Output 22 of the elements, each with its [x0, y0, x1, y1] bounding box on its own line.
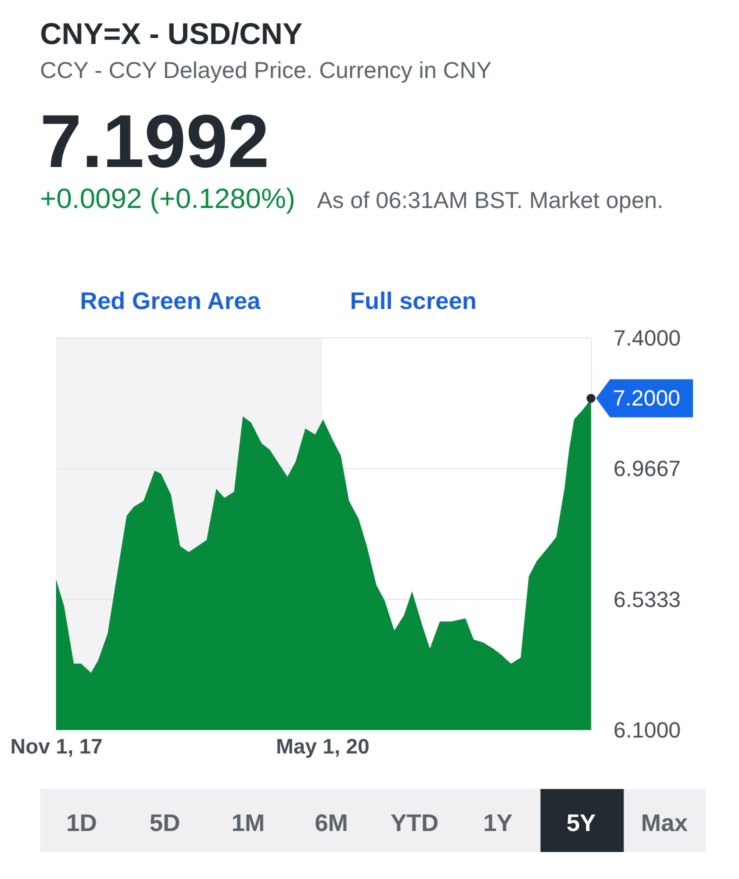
- text: 1D: [66, 810, 97, 837]
- x-tick-label: May 1, 20: [276, 736, 370, 758]
- y-tick-label: 6.9667: [614, 456, 681, 482]
- text: 6M: [314, 810, 348, 837]
- text: +0.0092 (+0.1280%): [40, 183, 296, 214]
- y-tick-label: 7.4000: [614, 326, 681, 350]
- chart-subtitle: CCY - CCY Delayed Price. Currency in CNY: [40, 57, 492, 83]
- text: 1M: [231, 810, 265, 837]
- chart-title: CNY=X - USD/CNY: [40, 18, 303, 51]
- y-tick-label: 6.5333: [614, 586, 681, 612]
- text: 5Y: [566, 810, 596, 837]
- text: Full screen: [350, 288, 477, 315]
- text: Max: [641, 810, 688, 837]
- text: 1Y: [483, 810, 513, 837]
- x-tick-label: Nov 1, 17: [10, 736, 103, 758]
- text: 5D: [150, 810, 180, 837]
- annotation: 7.2000: [613, 385, 680, 410]
- text: YTD: [390, 810, 439, 837]
- text: Red Green Area: [80, 288, 262, 315]
- y-tick-label: 6.1000: [614, 718, 681, 742]
- text: As of 06:31AM BST. Market open.: [317, 187, 664, 213]
- text: 7.1992: [40, 99, 270, 183]
